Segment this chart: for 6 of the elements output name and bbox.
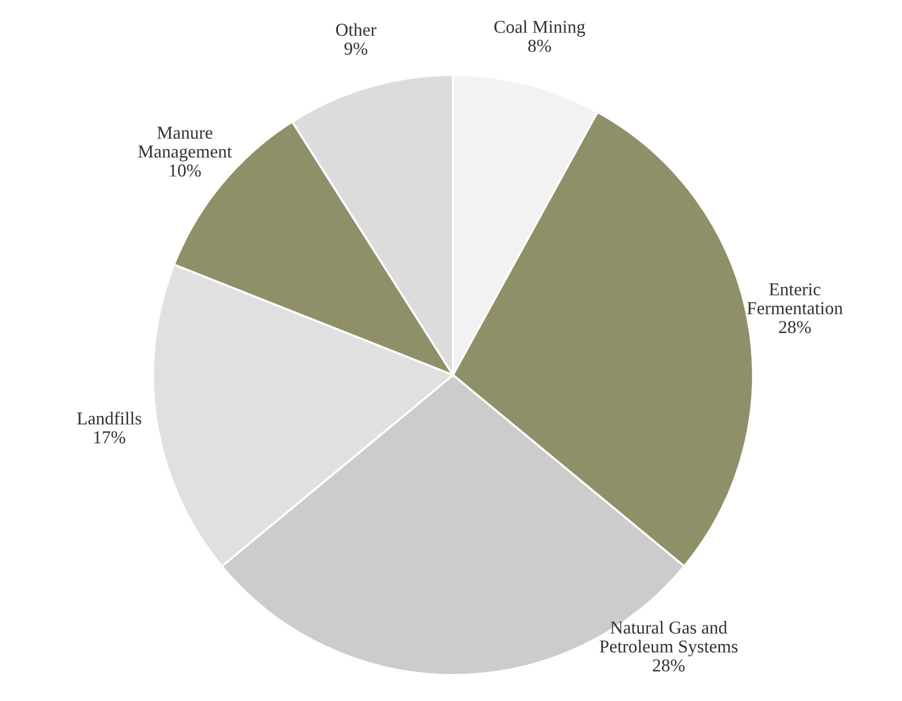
slice-label: Landfills 17% bbox=[77, 412, 142, 444]
slice-label: Other 9% bbox=[336, 23, 376, 55]
slice-label: Enteric Fermentation 28% bbox=[747, 283, 843, 334]
slice-label: Coal Mining 8% bbox=[494, 20, 586, 52]
slice-label: Natural Gas and Petroleum Systems 28% bbox=[600, 620, 738, 672]
slice-label: Manure Management 10% bbox=[138, 126, 232, 177]
